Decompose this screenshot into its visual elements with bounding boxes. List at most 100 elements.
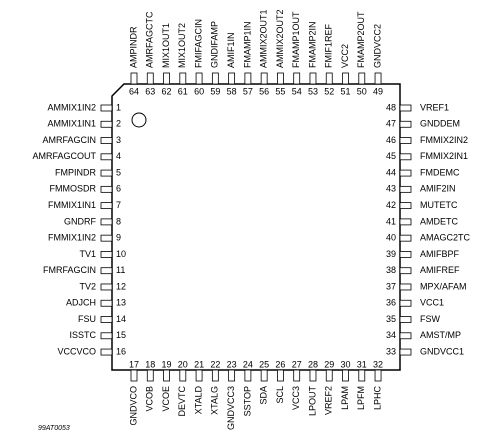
pin-name: ADJCH bbox=[66, 298, 96, 308]
pin-number: 61 bbox=[178, 86, 188, 96]
pin bbox=[325, 72, 333, 85]
pin bbox=[374, 72, 382, 85]
pin-name: MIX1OUT1 bbox=[161, 23, 171, 68]
pin bbox=[399, 202, 412, 210]
pin bbox=[100, 169, 113, 177]
pin bbox=[277, 369, 284, 382]
pin-number: 8 bbox=[116, 216, 121, 226]
pin bbox=[399, 332, 412, 340]
pin-name: VCOE bbox=[161, 386, 171, 412]
pin bbox=[399, 169, 412, 177]
pin-number: 49 bbox=[373, 86, 383, 96]
pin-name: VCC3 bbox=[291, 386, 301, 410]
pin-name: TV2 bbox=[79, 281, 96, 291]
pin bbox=[260, 72, 268, 85]
pin-name: GNDVCO bbox=[128, 386, 138, 426]
pin-name: FMRFAGCIN bbox=[43, 265, 96, 275]
pin-number: 6 bbox=[116, 184, 121, 194]
pin bbox=[399, 185, 412, 193]
pin-name: MPX/AFAM bbox=[420, 281, 467, 291]
pin-number: 20 bbox=[178, 359, 188, 369]
pin-name: AMRFAGCOUT bbox=[32, 151, 96, 161]
pin bbox=[293, 369, 301, 382]
pin-number: 60 bbox=[194, 86, 204, 96]
pin-number: 62 bbox=[162, 86, 172, 96]
pin-number: 24 bbox=[243, 359, 253, 369]
pin-name: GNDVCC3 bbox=[226, 386, 236, 430]
pin-name: FMAMP1IN bbox=[242, 21, 252, 68]
pin-number: 59 bbox=[210, 86, 220, 96]
pin-name: AMMIX1IN1 bbox=[47, 119, 96, 129]
pin bbox=[100, 283, 113, 291]
pin1-marker bbox=[131, 112, 147, 128]
pin-number: 43 bbox=[386, 184, 396, 194]
pin bbox=[195, 369, 203, 382]
pin-number: 53 bbox=[308, 86, 318, 96]
pin-number: 45 bbox=[386, 151, 396, 161]
pin bbox=[260, 369, 268, 382]
pin bbox=[374, 369, 382, 382]
pin bbox=[146, 369, 154, 382]
pin-name: SCL bbox=[275, 386, 285, 404]
pin-number: 40 bbox=[386, 233, 396, 243]
pin-name: LPOUT bbox=[307, 386, 317, 417]
pin bbox=[179, 369, 187, 382]
pin bbox=[399, 251, 412, 258]
pin-name: FMMOSDR bbox=[50, 184, 97, 194]
pin bbox=[100, 104, 113, 112]
pin bbox=[244, 369, 252, 382]
pin bbox=[100, 251, 113, 258]
pin-number: 64 bbox=[129, 86, 139, 96]
pin-name: MUTETC bbox=[420, 200, 458, 210]
pin-number: 46 bbox=[386, 135, 396, 145]
pin-number: 22 bbox=[210, 359, 220, 369]
pin bbox=[325, 369, 333, 382]
pin-number: 11 bbox=[116, 265, 125, 275]
pin bbox=[228, 369, 236, 382]
pin bbox=[399, 137, 412, 144]
pin-number: 21 bbox=[194, 359, 204, 369]
pin bbox=[228, 72, 236, 85]
pin-name: FMMIX1IN2 bbox=[48, 233, 96, 243]
drawing-code: 99AT0053 bbox=[38, 425, 70, 432]
pin-number: 35 bbox=[386, 314, 396, 324]
pin bbox=[100, 185, 113, 193]
pin bbox=[309, 369, 317, 382]
pin-number: 17 bbox=[129, 359, 139, 369]
pin-number: 25 bbox=[259, 359, 269, 369]
pin bbox=[277, 72, 284, 85]
pin-number: 26 bbox=[275, 359, 285, 369]
pin-name: AMIFBPF bbox=[420, 249, 460, 259]
pin bbox=[399, 283, 412, 291]
pin-number: 14 bbox=[116, 314, 126, 324]
pin-number: 52 bbox=[324, 86, 334, 96]
pin-number: 3 bbox=[116, 135, 121, 145]
pin-name: LPFM bbox=[356, 386, 366, 410]
pin-name: FMMIX2IN2 bbox=[420, 135, 468, 145]
pin-number: 54 bbox=[292, 86, 302, 96]
pin bbox=[211, 369, 219, 382]
pin bbox=[100, 267, 113, 275]
pin-number: 57 bbox=[243, 86, 253, 96]
pin bbox=[163, 72, 170, 85]
pin bbox=[146, 72, 154, 85]
pin bbox=[358, 369, 366, 382]
pin-name: AMIF1IN bbox=[226, 32, 236, 68]
pin-name: XTALD bbox=[193, 386, 203, 415]
pin-number: 50 bbox=[357, 86, 367, 96]
pin-name: ISSTC bbox=[69, 330, 96, 340]
pin bbox=[399, 299, 412, 307]
pin-name: LPHC bbox=[372, 386, 382, 411]
pin-name: AMMIX2OUT1 bbox=[259, 9, 269, 68]
pin-number: 10 bbox=[116, 249, 126, 259]
pin-number: 7 bbox=[116, 200, 121, 210]
pin-number: 63 bbox=[145, 86, 155, 96]
pin-name: FMAMP2OUT bbox=[356, 11, 366, 68]
pin bbox=[163, 369, 170, 382]
pin bbox=[100, 202, 113, 210]
pin-name: GNDVCC1 bbox=[420, 346, 464, 356]
pin-name: FSW bbox=[420, 314, 441, 324]
pin bbox=[399, 218, 412, 226]
pin-name: SSTOP bbox=[242, 386, 252, 416]
